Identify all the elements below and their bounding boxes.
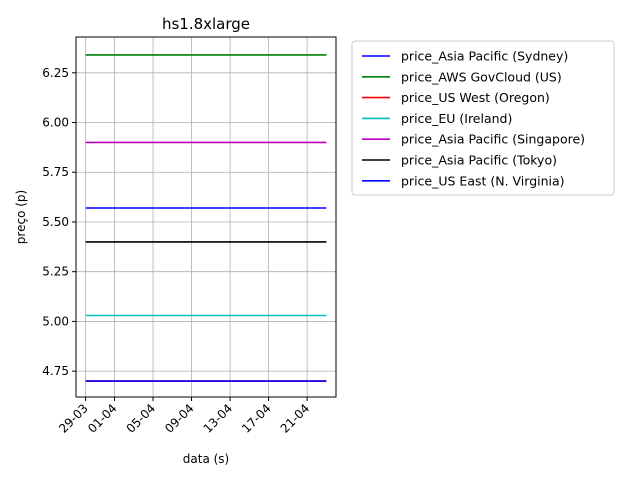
plot-frame [75, 36, 337, 398]
y-tick-label: 5.75 [42, 165, 69, 179]
y-axis: 4.75 5.00 5.25 5.50 5.75 6.00 6.25 [42, 66, 76, 378]
legend-entry: price_Asia Pacific (Singapore) [401, 132, 585, 147]
chart-title: hs1.8xlarge [162, 15, 250, 33]
grid [76, 37, 336, 397]
legend: price_Asia Pacific (Sydney) price_AWS Gov… [351, 40, 615, 196]
series-lines [85, 54, 327, 382]
x-tick-label: 05-04 [124, 401, 159, 436]
legend-box [351, 40, 615, 196]
legend-entry: price_Asia Pacific (Sydney) [401, 49, 568, 64]
y-tick-label: 6.00 [42, 116, 69, 130]
x-axis-label: data (s) [183, 452, 229, 466]
y-axis-label: preço (p) [14, 190, 28, 244]
x-tick-label: 13-04 [201, 401, 236, 436]
x-tick-label: 21-04 [278, 401, 313, 436]
y-tick-label: 4.75 [42, 364, 69, 378]
y-tick-label: 5.25 [42, 265, 69, 279]
x-tick-label: 17-04 [239, 401, 274, 436]
x-tick-label: 29-03 [56, 401, 91, 436]
x-tick-label: 09-04 [162, 401, 197, 436]
legend-entry: price_AWS GovCloud (US) [401, 69, 562, 84]
legend-entry: price_Asia Pacific (Tokyo) [401, 153, 557, 168]
legend-entry: price_US East (N. Virginia) [401, 173, 565, 188]
legend-entry: price_EU (Ireland) [401, 111, 512, 126]
y-tick-label: 5.50 [42, 215, 69, 229]
y-tick-label: 6.25 [42, 66, 69, 80]
x-tick-label: 01-04 [85, 401, 120, 436]
y-tick-label: 5.00 [42, 314, 69, 328]
legend-entry: price_US West (Oregon) [401, 90, 550, 105]
